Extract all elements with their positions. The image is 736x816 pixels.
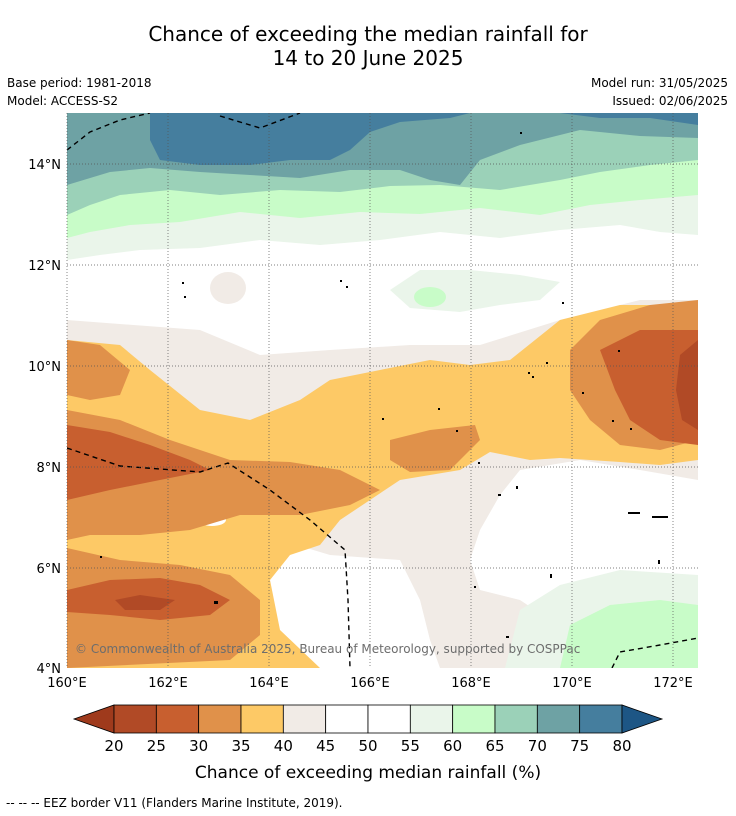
- map-fields: [67, 113, 698, 668]
- colorbar-tick-label: 60: [443, 737, 462, 755]
- band-30-35-central: [67, 410, 380, 540]
- title-line-1: Chance of exceeding the median rainfall …: [148, 22, 588, 46]
- rainfall-map: © Commonwealth of Australia 2025, Bureau…: [28, 113, 698, 691]
- grey-patch-north: [210, 272, 246, 304]
- x-tick-labels: 160°E 162°E 164°E 166°E 168°E 170°E 172°…: [47, 676, 693, 691]
- issued-date: Issued: 02/06/2025: [612, 94, 728, 108]
- colorbar-segment: [367, 704, 411, 734]
- footer-eez-note: -- -- -- EEZ border V11 (Flanders Marine…: [6, 796, 343, 810]
- model-run: Model run: 31/05/2025: [590, 76, 728, 90]
- colorbar-segment: [579, 704, 623, 734]
- colorbar-segments: [72, 704, 664, 734]
- meta-left: Base period: 1981-2018 Model: ACCESS-S2: [7, 74, 152, 110]
- band-25-30-west: [67, 425, 210, 500]
- model-name: Model: ACCESS-S2: [7, 94, 119, 108]
- x-tick-164: 164°E: [249, 676, 289, 691]
- colorbar-tick-label: 55: [401, 737, 420, 755]
- eez-border-north-central: [219, 113, 301, 129]
- colorbar-segment: [240, 704, 284, 734]
- band-30-35-mid: [390, 425, 480, 472]
- y-tick-labels: 14°N 12°N 10°N 8°N 6°N 4°N: [28, 158, 61, 677]
- colorbar-segment: [325, 704, 369, 734]
- band-80-plus-east: [560, 113, 698, 125]
- colorbar-arrow-high: [621, 704, 664, 734]
- colorbar-tick-label: 80: [612, 737, 631, 755]
- band-25-30-east: [600, 330, 698, 445]
- eez-border-north: [67, 113, 151, 151]
- colorbar-segment: [409, 704, 454, 734]
- colorbar-segment: [536, 704, 581, 734]
- meta-right: Model run: 31/05/2025 Issued: 02/06/2025: [591, 74, 728, 110]
- colorbar-tick-label: 25: [147, 737, 166, 755]
- graticule: [66, 113, 698, 668]
- x-tick-172: 172°E: [653, 676, 693, 691]
- x-tick-160: 160°E: [47, 676, 87, 691]
- band-20-25-east: [676, 340, 698, 430]
- y-tick-14n: 14°N: [28, 158, 61, 173]
- y-tick-8n: 8°N: [37, 461, 62, 476]
- colorbar-tick-label: 20: [104, 737, 123, 755]
- colorbar-segment: [198, 704, 242, 734]
- band-30-35-west: [67, 340, 130, 400]
- colorbar: 20 25 30 35 40 45 50 55 60 65 70 75 80 Chance of exc…: [72, 704, 664, 783]
- colorbar-label: Chance of exceeding median rainfall (%): [195, 763, 541, 783]
- x-tick-166: 166°E: [350, 676, 390, 691]
- colorbar-tick-label: 50: [358, 737, 377, 755]
- colorbar-tick-label: 45: [316, 737, 335, 755]
- colorbar-segment: [494, 704, 538, 734]
- colorbar-tick-label: 70: [528, 737, 547, 755]
- colorbar-tick-label: 75: [570, 737, 589, 755]
- chart-title: Chance of exceeding the median rainfall …: [0, 22, 736, 70]
- colorbar-tick-label: 30: [189, 737, 208, 755]
- y-tick-10n: 10°N: [28, 360, 61, 375]
- colorbar-labels: 20 25 30 35 40 45 50 55 60 65 70 75 80: [104, 737, 631, 755]
- x-tick-162: 162°E: [148, 676, 188, 691]
- band-20-25-south: [115, 595, 175, 610]
- islands: [100, 132, 668, 638]
- x-tick-168: 168°E: [451, 676, 491, 691]
- green-patch-center-inner: [414, 287, 446, 307]
- title-line-2: 14 to 20 June 2025: [272, 46, 464, 70]
- colorbar-segment: [113, 704, 157, 734]
- y-tick-12n: 12°N: [28, 259, 61, 274]
- colorbar-segment: [282, 704, 327, 734]
- eez-border-southeast: [611, 637, 698, 668]
- copyright-text: © Commonwealth of Australia 2025, Bureau…: [75, 642, 580, 656]
- y-tick-6n: 6°N: [37, 562, 62, 577]
- colorbar-segment: [155, 704, 200, 734]
- y-tick-4n: 4°N: [37, 662, 62, 677]
- x-tick-170: 170°E: [552, 676, 592, 691]
- colorbar-arrow-low: [72, 704, 115, 734]
- eez-border-central: [67, 447, 351, 668]
- bright-green-patch-south: [560, 600, 698, 668]
- colorbar-tick-label: 35: [231, 737, 250, 755]
- colorbar-segment: [452, 704, 496, 734]
- colorbar-tick-label: 40: [274, 737, 293, 755]
- colorbar-tick-label: 65: [485, 737, 504, 755]
- band-80-plus: [150, 113, 470, 165]
- base-period: Base period: 1981-2018: [7, 76, 152, 90]
